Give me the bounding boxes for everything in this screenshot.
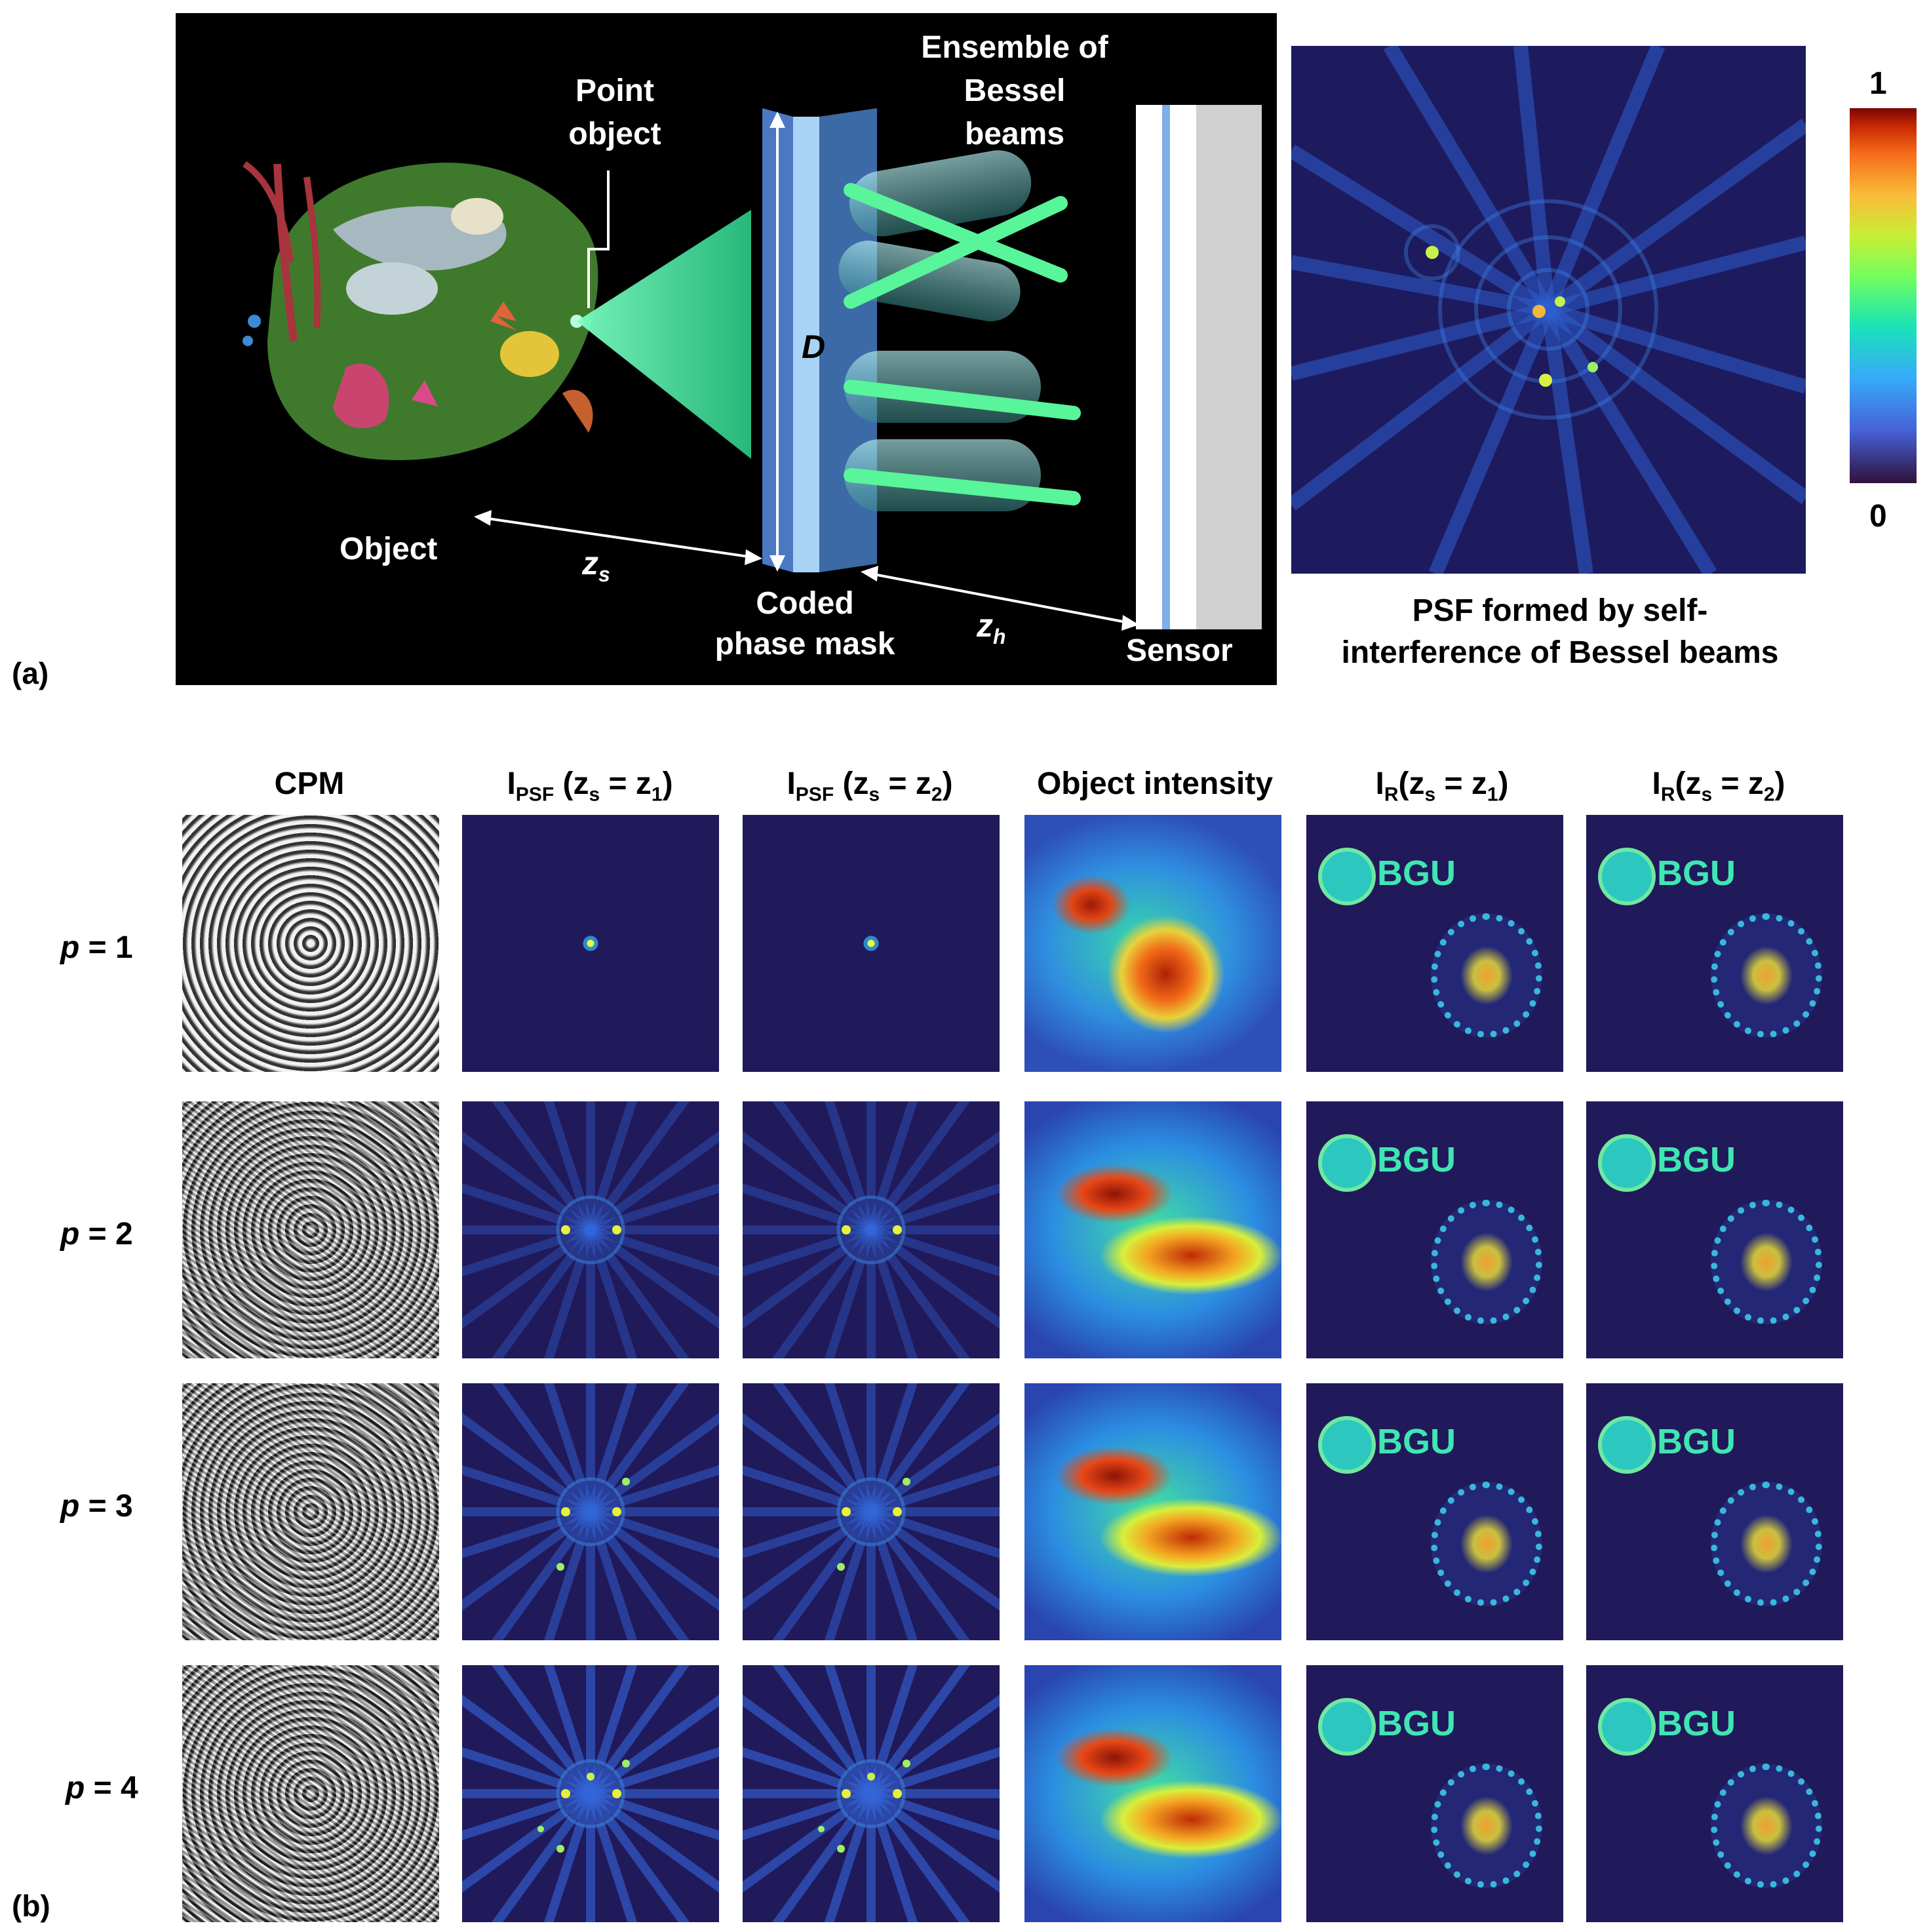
point-object-pointer xyxy=(587,170,610,308)
schematic-drawing xyxy=(243,105,1262,631)
light-cone xyxy=(577,210,751,459)
tile-psf-z1-p2 xyxy=(462,1101,719,1358)
row-label-p2: p = 2 xyxy=(60,1217,133,1252)
university-seal xyxy=(1431,1764,1542,1888)
logo-emblem xyxy=(1598,1416,1656,1474)
tile-ir-z2-p1: BGU xyxy=(1586,815,1843,1072)
bessel-beams xyxy=(838,150,1081,511)
logo-text: BGU xyxy=(1377,1422,1456,1461)
tile-psf-z1-p1 xyxy=(462,815,719,1072)
logo-text: BGU xyxy=(1657,1704,1736,1743)
bessel-ensemble-label: Ensemble of Bessel beams xyxy=(921,30,1108,151)
tile-psf-z2-p1 xyxy=(743,815,1000,1072)
university-seal xyxy=(1431,1482,1542,1606)
col-header-cpm: CPM xyxy=(274,766,345,801)
zh-arrow xyxy=(861,566,1139,631)
tile-object-intensity-p3 xyxy=(1024,1383,1281,1640)
coded-mask-label: Coded phase mask xyxy=(714,586,895,661)
tile-object-intensity-p4 xyxy=(1024,1665,1281,1922)
tile-ir-z2-p4: BGU xyxy=(1586,1665,1843,1922)
row-label-p4: p = 4 xyxy=(66,1771,138,1805)
zh-label: zh xyxy=(977,607,1006,648)
colorbar xyxy=(1850,108,1917,483)
psf-image xyxy=(1291,46,1806,574)
logo-emblem xyxy=(1318,1698,1376,1756)
tile-ir-z1-p4: BGU xyxy=(1306,1665,1563,1922)
tile-psf-z2-p2 xyxy=(743,1101,1000,1358)
col-header-ir-z2: IR(zs = z2) xyxy=(1652,766,1785,806)
panel-a-letter: (a) xyxy=(12,656,49,690)
psf-pattern-p3 xyxy=(743,1383,1000,1640)
logo-text: BGU xyxy=(1377,1140,1456,1179)
tile-cpm-p4 xyxy=(182,1665,439,1922)
colorbar-max-label: 1 xyxy=(1869,66,1887,101)
d-label: D xyxy=(802,328,826,365)
logo-emblem xyxy=(1318,1416,1376,1474)
tile-ir-z1-p2: BGU xyxy=(1306,1101,1563,1358)
psf-pattern-p3 xyxy=(462,1383,719,1640)
zs-arrow xyxy=(474,510,762,565)
tile-psf-z2-p3 xyxy=(743,1383,1000,1640)
logo-text: BGU xyxy=(1657,854,1736,893)
logo-emblem xyxy=(1598,1698,1656,1756)
tile-psf-z2-p4 xyxy=(743,1665,1000,1922)
coral-object-illustration xyxy=(243,161,598,460)
university-seal xyxy=(1711,913,1822,1038)
col-header-psf-z1: IPSF (zs = z1) xyxy=(507,766,673,806)
setup-schematic: Point object Ensemble of Bessel beams D … xyxy=(176,13,1277,685)
col-header-ir-z1: IR(zs = z1) xyxy=(1375,766,1509,806)
tile-cpm-p1 xyxy=(182,815,439,1072)
sensor-plate xyxy=(1136,105,1262,629)
logo-emblem xyxy=(1598,848,1656,905)
psf-pattern-p2 xyxy=(462,1101,719,1358)
tile-object-intensity-p2 xyxy=(1024,1101,1281,1358)
tile-psf-z1-p4 xyxy=(462,1665,719,1922)
logo-emblem xyxy=(1318,1134,1376,1192)
logo-text: BGU xyxy=(1377,854,1456,893)
tile-psf-z1-p3 xyxy=(462,1383,719,1640)
university-seal xyxy=(1711,1764,1822,1888)
psf-pattern-p4 xyxy=(462,1665,719,1922)
logo-emblem xyxy=(1598,1134,1656,1192)
tile-ir-z2-p2: BGU xyxy=(1586,1101,1843,1358)
tile-cpm-p3 xyxy=(182,1383,439,1640)
d-arrow xyxy=(770,111,785,572)
colorbar-min-label: 0 xyxy=(1869,499,1887,534)
psf-pattern-p2 xyxy=(743,1101,1000,1358)
logo-emblem xyxy=(1318,848,1376,905)
zs-label: zs xyxy=(582,545,610,586)
logo-text: BGU xyxy=(1657,1140,1736,1179)
psf-pattern-p4 xyxy=(743,1665,1000,1922)
psf-caption: PSF formed by self- interference of Bess… xyxy=(1341,593,1779,670)
university-seal xyxy=(1431,1200,1542,1324)
point-object-label: Point object xyxy=(568,73,661,151)
logo-text: BGU xyxy=(1377,1704,1456,1743)
col-header-psf-z2: IPSF (zs = z2) xyxy=(787,766,953,806)
tile-object-intensity-p1 xyxy=(1024,815,1281,1072)
tile-ir-z1-p1: BGU xyxy=(1306,815,1563,1072)
sensor-label: Sensor xyxy=(1126,633,1233,668)
psf-pattern xyxy=(1291,46,1806,574)
tile-cpm-p2 xyxy=(182,1101,439,1358)
row-label-p3: p = 3 xyxy=(60,1489,133,1524)
col-header-object-intensity: Object intensity xyxy=(1036,766,1274,801)
row-label-p1: p = 1 xyxy=(60,930,133,965)
university-seal xyxy=(1711,1482,1822,1606)
logo-text: BGU xyxy=(1657,1422,1736,1461)
tile-ir-z2-p3: BGU xyxy=(1586,1383,1843,1640)
university-seal xyxy=(1711,1200,1822,1324)
panel-b-letter: (b) xyxy=(12,1889,50,1923)
university-seal xyxy=(1431,913,1542,1038)
tile-ir-z1-p3: BGU xyxy=(1306,1383,1563,1640)
object-label: Object xyxy=(340,532,438,566)
